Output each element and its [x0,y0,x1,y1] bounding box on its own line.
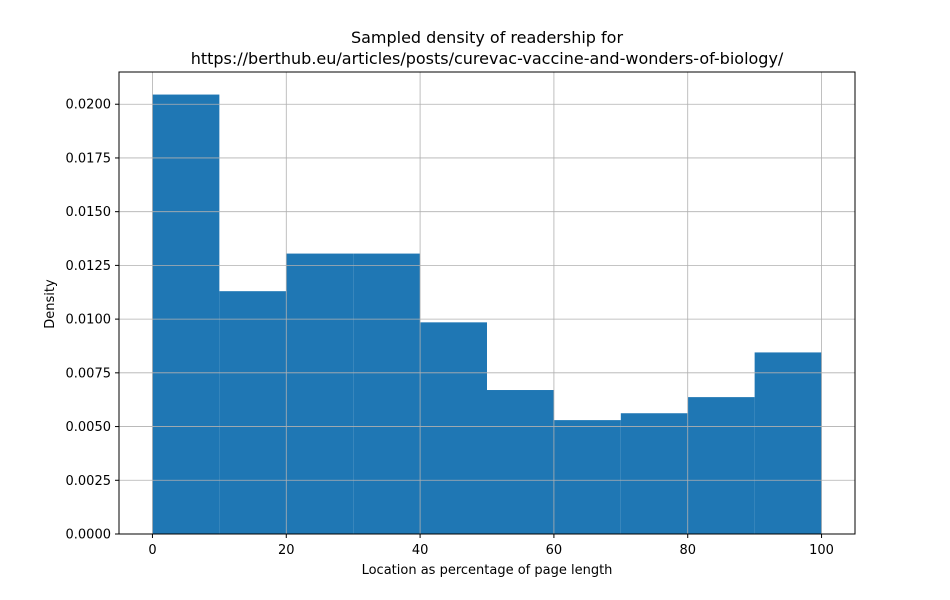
x-tick-label: 20 [278,543,295,558]
x-tick-label: 100 [809,543,834,558]
chart-title-line-2: https://berthub.eu/articles/posts/cureva… [191,49,784,68]
y-tick-label: 0.0000 [66,528,112,543]
histogram-bar [219,291,287,534]
y-tick-label: 0.0150 [66,205,112,220]
grid-lines [119,72,855,535]
y-tick-label: 0.0075 [66,366,112,381]
histogram-bar [553,420,621,534]
histogram-bar [487,390,554,534]
y-tick-label: 0.0175 [66,151,112,166]
y-tick-label: 0.0050 [66,420,112,435]
histogram-bar [152,94,220,534]
x-tick-label: 40 [412,543,429,558]
histogram-bar [620,413,688,534]
y-tick-label: 0.0025 [66,474,112,489]
y-tick-label: 0.0200 [66,98,112,113]
y-tick-label: 0.0100 [66,313,112,328]
histogram-bar [754,352,822,534]
histogram-bar [286,253,354,534]
chart-title-line-1: Sampled density of readership for [351,28,624,47]
histogram-bar [687,397,755,534]
tick-labels: 0 20 40 60 80 100 0.0000 0.0025 0.0050 0.0075 0.01… [66,98,834,558]
x-tick-label: 60 [546,543,563,558]
histogram-bar [353,253,421,534]
x-tick-label: 0 [148,543,156,558]
x-axis-label: Location as percentage of page length [362,563,613,578]
histogram-bar [420,322,487,534]
y-tick-label: 0.0125 [66,259,112,274]
plot-frame [118,71,856,535]
histogram-bars [152,94,822,534]
x-tick-label: 80 [679,543,696,558]
y-axis-label: Density [43,279,58,329]
axes [115,71,856,538]
